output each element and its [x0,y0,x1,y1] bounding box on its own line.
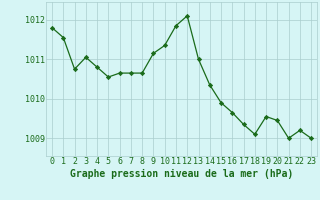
X-axis label: Graphe pression niveau de la mer (hPa): Graphe pression niveau de la mer (hPa) [70,169,293,179]
